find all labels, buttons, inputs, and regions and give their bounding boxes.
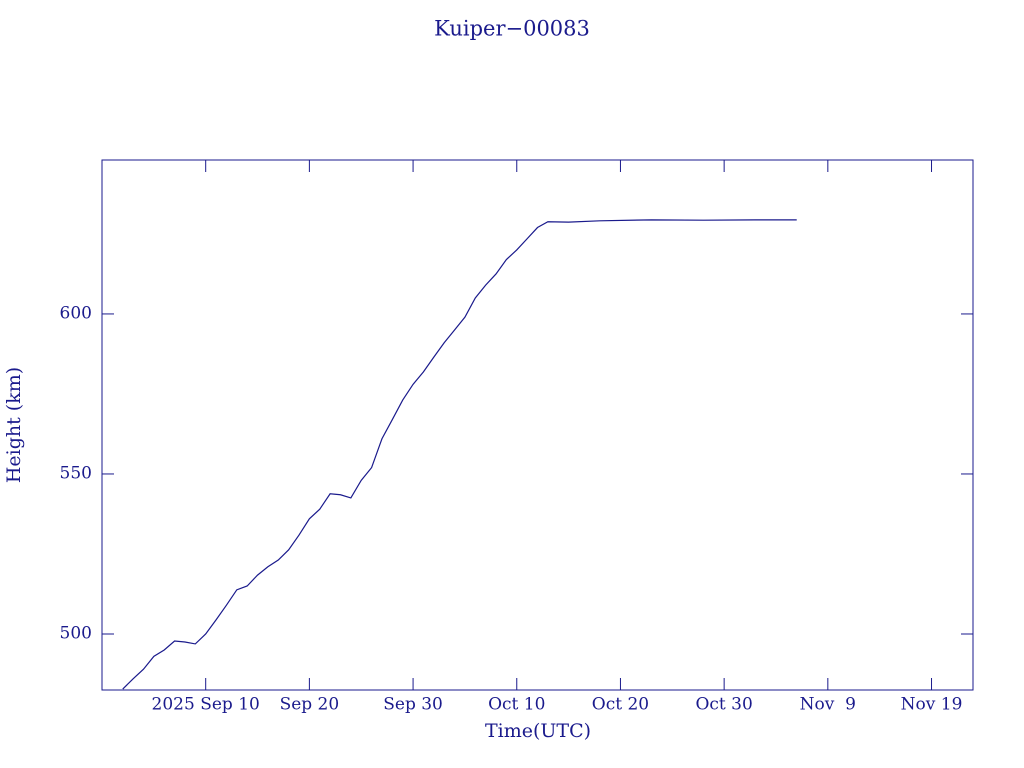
y-tick-label: 600 [60, 303, 92, 323]
x-tick-label: Nov 19 [901, 695, 963, 715]
x-tick-label: Oct 30 [695, 695, 752, 715]
x-tick-label: Oct 20 [592, 695, 649, 715]
x-tick-label: Sep 30 [383, 695, 443, 715]
x-tick-label: 2025 Sep 10 [152, 695, 260, 715]
x-tick-label: Oct 10 [488, 695, 545, 715]
data-line [122, 219, 797, 690]
y-tick-label: 550 [60, 463, 92, 483]
plot-frame [101, 159, 974, 691]
x-tick-label: Sep 20 [280, 695, 340, 715]
x-tick-label: Nov 9 [800, 695, 856, 715]
chart-title: Kuiper−00083 [434, 17, 590, 41]
x-axis-label: Time(UTC) [485, 720, 591, 742]
y-axis-label: Height (km) [3, 367, 25, 483]
y-tick-label: 500 [60, 623, 92, 643]
